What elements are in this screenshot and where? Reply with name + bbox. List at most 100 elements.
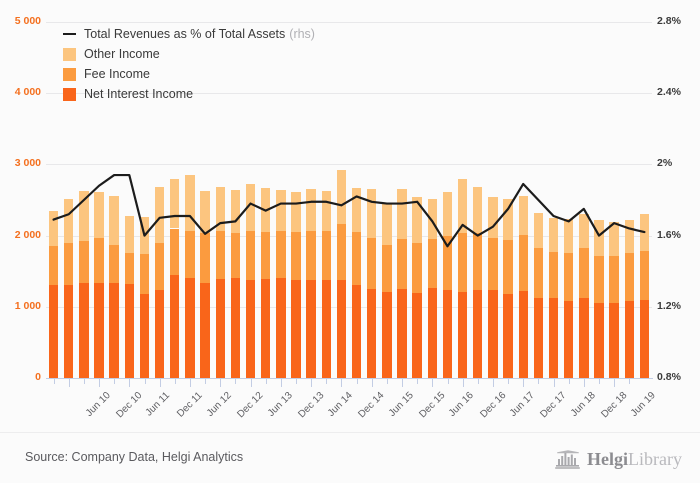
bar-segment xyxy=(245,231,256,281)
bar-stack[interactable] xyxy=(215,186,225,378)
y-axis-right-tick-label: 2% xyxy=(657,157,673,170)
bar-segment xyxy=(336,170,347,225)
bar-segment xyxy=(473,233,483,290)
x-axis-tick xyxy=(492,378,494,387)
bar-segment xyxy=(154,186,165,244)
bar-stack[interactable] xyxy=(624,219,634,378)
bar-stack[interactable] xyxy=(336,170,347,378)
x-axis-tick-label: Dec 17 xyxy=(538,390,569,421)
x-axis-tick-minor xyxy=(538,378,540,384)
bar-stack[interactable] xyxy=(518,196,528,378)
bar-segment xyxy=(124,216,135,254)
bar-segment xyxy=(124,284,135,378)
bar-segment xyxy=(397,239,407,290)
bar-segment xyxy=(548,297,559,378)
bar-stack[interactable] xyxy=(306,188,316,378)
logo-text-bold: Helgi xyxy=(587,449,629,469)
bar-segment xyxy=(276,230,286,279)
bar-segment xyxy=(533,248,544,299)
bar-stack[interactable] xyxy=(579,213,589,378)
bar-segment xyxy=(533,298,544,378)
bar-segment xyxy=(109,244,119,284)
x-axis-line xyxy=(46,378,653,379)
bar-stack[interactable] xyxy=(230,190,241,378)
bar-segment xyxy=(200,232,210,283)
x-axis-tick xyxy=(553,378,555,387)
bar-stack[interactable] xyxy=(397,189,407,378)
helgi-library-logo[interactable]: HelgiLibrary xyxy=(555,449,682,470)
legend-item[interactable]: Total Revenues as % of Total Assets (rhs) xyxy=(63,27,315,41)
bar-segment xyxy=(397,289,407,378)
bar-segment xyxy=(170,275,180,378)
bar-stack[interactable] xyxy=(533,212,544,378)
bar-stack[interactable] xyxy=(94,192,104,378)
bar-segment xyxy=(609,222,619,257)
bar-stack[interactable] xyxy=(473,187,483,378)
bar-stack[interactable] xyxy=(48,210,59,378)
bar-stack[interactable] xyxy=(382,204,392,378)
bar-stack[interactable] xyxy=(427,198,438,378)
bar-stack[interactable] xyxy=(442,192,453,378)
bar-segment xyxy=(427,239,438,289)
bar-stack[interactable] xyxy=(200,190,210,378)
bar-segment xyxy=(533,212,544,249)
bar-segment xyxy=(563,218,574,253)
bar-stack[interactable] xyxy=(79,190,89,378)
bar-stack[interactable] xyxy=(64,198,74,378)
bar-stack[interactable] xyxy=(457,179,468,378)
bar-stack[interactable] xyxy=(321,190,331,378)
x-axis-tick-label: Jun 15 xyxy=(386,390,416,420)
bar-segment xyxy=(457,179,468,233)
bar-segment xyxy=(291,279,301,378)
legend-label: Total Revenues as % of Total Assets xyxy=(84,27,286,41)
bar-stack[interactable] xyxy=(154,186,165,378)
bar-stack[interactable] xyxy=(563,218,574,378)
bar-segment xyxy=(518,196,528,235)
bar-stack[interactable] xyxy=(276,190,286,378)
bar-stack[interactable] xyxy=(367,189,377,378)
bar-stack[interactable] xyxy=(412,197,422,378)
bar-stack[interactable] xyxy=(109,196,119,378)
y-axis-right-tick-label: 0.8% xyxy=(657,371,681,383)
bar-segment xyxy=(94,238,104,283)
bar-segment xyxy=(579,213,589,248)
bar-stack[interactable] xyxy=(548,217,559,378)
bar-segment xyxy=(624,219,634,253)
x-axis-tick-minor xyxy=(205,378,207,384)
y-axis-left-tick-label: 4 000 xyxy=(14,86,41,99)
bar-stack[interactable] xyxy=(609,222,619,378)
bar-stack[interactable] xyxy=(503,198,513,378)
bar-segment xyxy=(336,279,347,378)
bar-segment xyxy=(594,255,604,303)
bar-segment xyxy=(488,290,498,378)
legend-color-swatch xyxy=(63,67,76,81)
bar-segment xyxy=(260,279,271,378)
bar-stack[interactable] xyxy=(291,192,301,378)
bar-segment xyxy=(427,288,438,378)
x-axis-tick-minor xyxy=(174,378,176,384)
bar-stack[interactable] xyxy=(594,219,604,378)
bar-segment xyxy=(639,299,650,378)
bar-segment xyxy=(609,302,619,378)
x-axis-tick-label: Jun 18 xyxy=(568,390,598,420)
x-axis-tick xyxy=(432,378,434,387)
x-axis-tick-label: Dec 18 xyxy=(599,390,630,421)
bar-stack[interactable] xyxy=(488,197,498,378)
legend-item[interactable]: Other Income xyxy=(63,47,315,61)
bar-segment xyxy=(563,252,574,302)
bar-segment xyxy=(200,190,210,233)
x-axis-tick xyxy=(371,378,373,387)
legend-item[interactable]: Fee Income xyxy=(63,67,315,81)
bar-segment xyxy=(185,278,195,378)
bar-segment xyxy=(260,232,271,280)
y-axis-left-tick-label: 3 000 xyxy=(14,157,41,170)
bar-stack[interactable] xyxy=(245,184,256,378)
bar-segment xyxy=(548,252,559,298)
bar-stack[interactable] xyxy=(170,178,180,378)
bar-stack[interactable] xyxy=(124,216,135,378)
bar-stack[interactable] xyxy=(185,175,195,378)
bar-segment xyxy=(321,190,331,231)
legend-item[interactable]: Net Interest Income xyxy=(63,87,315,101)
bar-stack[interactable] xyxy=(351,187,362,378)
gridline xyxy=(46,306,652,308)
